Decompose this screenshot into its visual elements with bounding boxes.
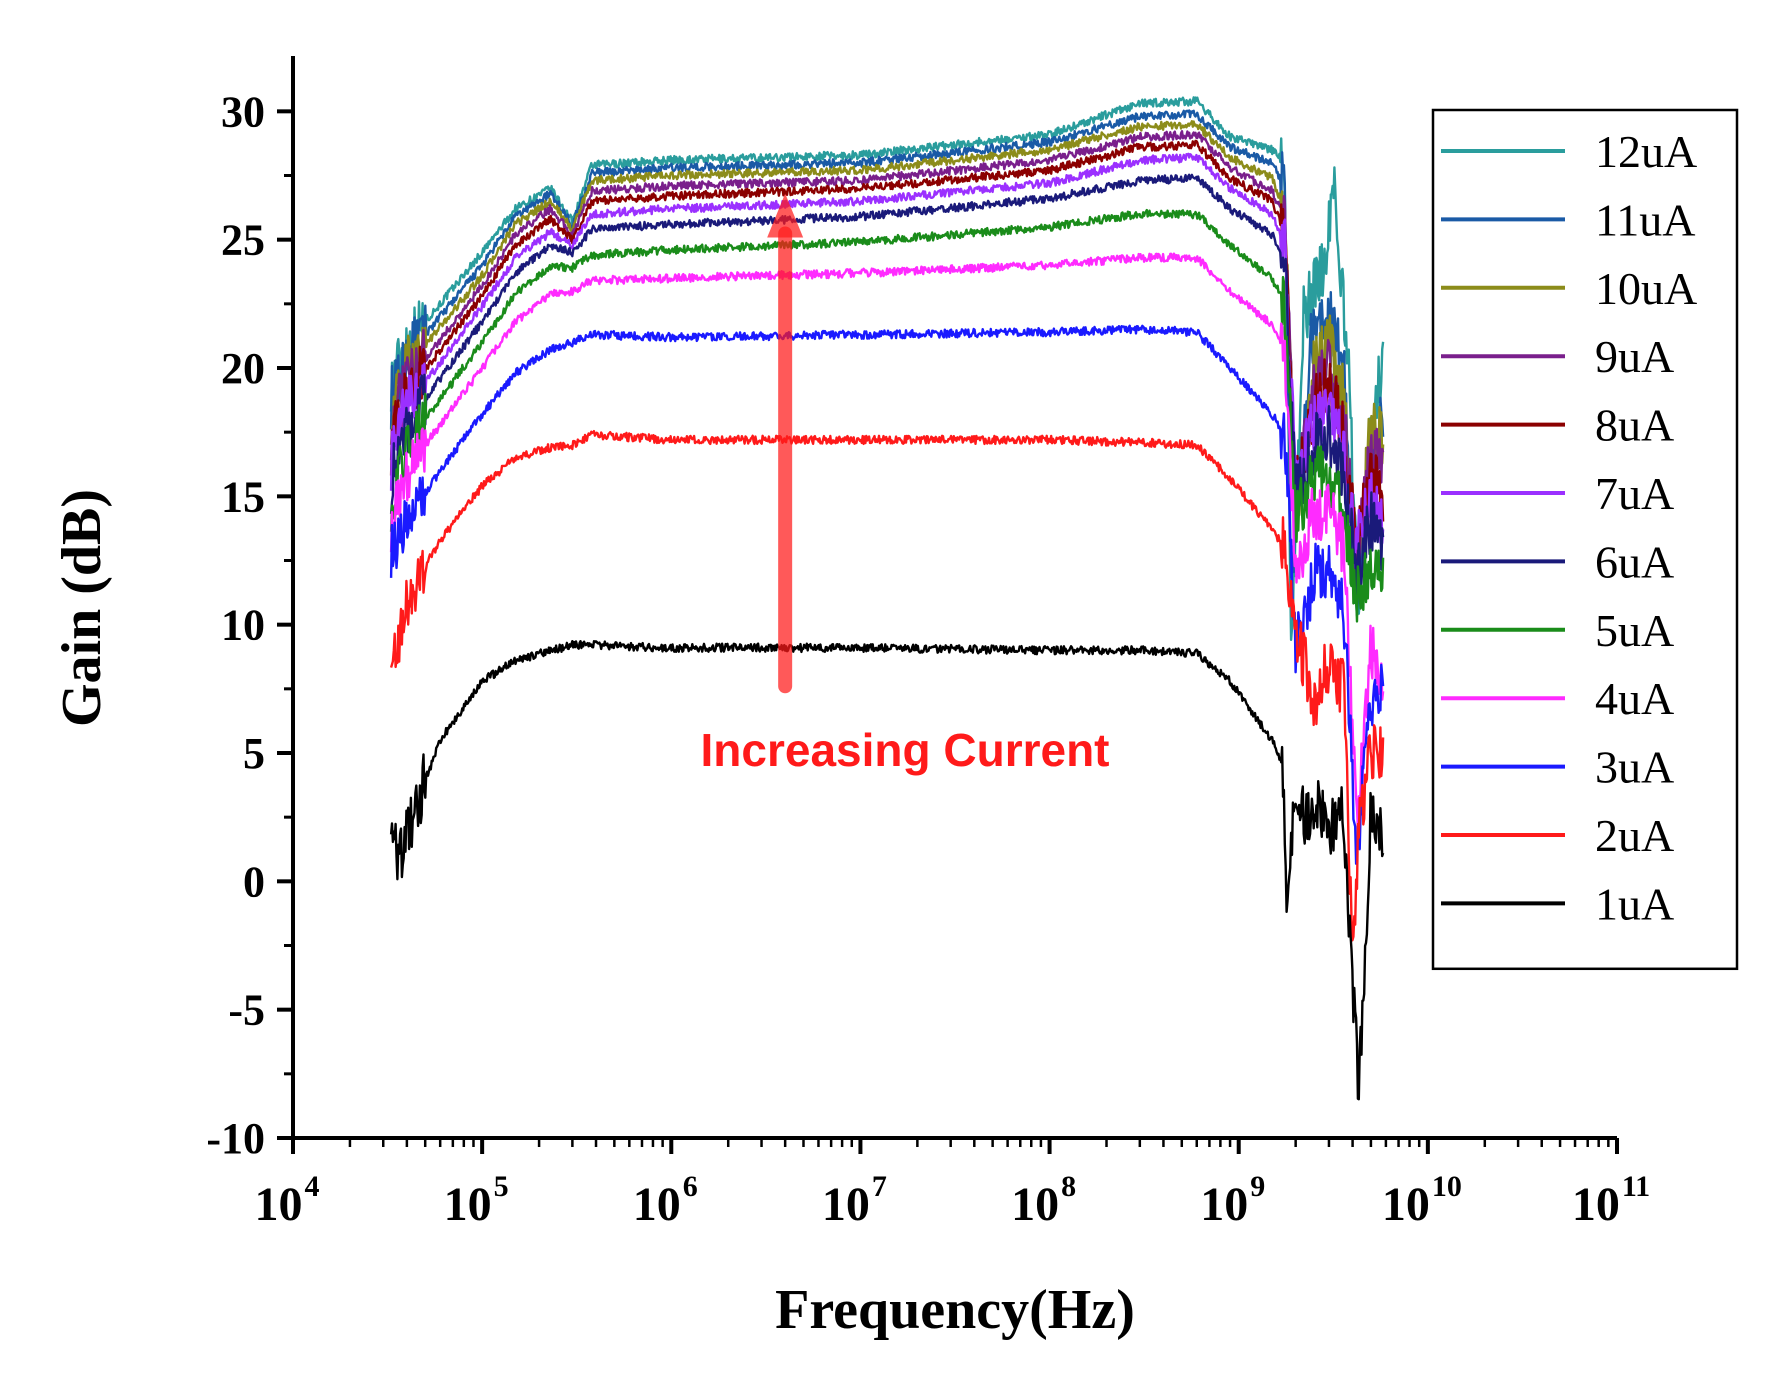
x-tick-label: 109 xyxy=(1200,1170,1265,1231)
y-tick-label: 20 xyxy=(221,344,265,393)
y-tick-label: 5 xyxy=(243,729,265,778)
annotation-label: Increasing Current xyxy=(701,724,1110,776)
series-line-7uA xyxy=(389,152,1385,569)
series-line-12uA xyxy=(389,96,1385,641)
legend-label-3uA: 3uA xyxy=(1595,742,1674,793)
series-line-8uA xyxy=(389,139,1385,569)
y-tick-label: 0 xyxy=(243,857,265,906)
legend-label-7uA: 7uA xyxy=(1595,468,1674,519)
series-line-2uA xyxy=(389,430,1385,942)
increasing-arrow-head xyxy=(767,193,804,238)
y-tick-label: 25 xyxy=(221,216,265,265)
series-line-3uA xyxy=(389,324,1385,865)
x-tick-label: 1011 xyxy=(1572,1170,1650,1231)
series-group xyxy=(389,96,1385,1101)
legend-group: 12uA 11uA 10uA 9uA 8uA 7uA 6uA 5uA 4uA 3uA 2uA 1uA xyxy=(1431,108,1739,971)
legend-label-5uA: 5uA xyxy=(1595,605,1674,656)
x-tick-exponent: 9 xyxy=(1250,1170,1265,1203)
legend-label-6uA: 6uA xyxy=(1595,536,1674,587)
y-tick-label: 10 xyxy=(221,601,265,650)
legend-label-2uA: 2uA xyxy=(1595,810,1674,861)
legend-box xyxy=(1431,108,1739,971)
x-tick-exponent: 8 xyxy=(1061,1170,1076,1203)
x-tick-exponent: 4 xyxy=(305,1170,320,1203)
legend-label-9uA: 9uA xyxy=(1595,331,1674,382)
x-tick-exponent: 7 xyxy=(872,1170,887,1203)
x-tick-label: 105 xyxy=(444,1170,509,1231)
series-line-1uA xyxy=(389,640,1385,1101)
x-tick-label: 107 xyxy=(822,1170,887,1231)
x-tick-label: 104 xyxy=(255,1170,320,1231)
x-tick-label: 108 xyxy=(1011,1170,1076,1231)
x-tick-exponent: 5 xyxy=(494,1170,509,1203)
legend-label-11uA: 11uA xyxy=(1595,194,1696,245)
x-tick-exponent: 6 xyxy=(683,1170,698,1203)
x-tick-label: 106 xyxy=(633,1170,698,1231)
x-tick-exponent: 11 xyxy=(1622,1170,1650,1203)
x-tick-exponent: 10 xyxy=(1432,1170,1462,1203)
y-tick-label: 15 xyxy=(221,472,265,521)
series-line-6uA xyxy=(389,173,1385,595)
y-tick-label: -5 xyxy=(228,986,265,1035)
legend-label-8uA: 8uA xyxy=(1595,400,1674,451)
y-tick-label: -10 xyxy=(206,1114,265,1163)
series-line-4uA xyxy=(389,252,1385,831)
series-line-10uA xyxy=(389,120,1385,577)
series-line-9uA xyxy=(389,130,1385,586)
x-axis-title: Frequency(Hz) xyxy=(775,1279,1135,1341)
legend-label-12uA: 12uA xyxy=(1595,126,1697,177)
legend-label-4uA: 4uA xyxy=(1595,673,1674,724)
legend-label-1uA: 1uA xyxy=(1595,878,1674,929)
annotation-group: Increasing Current xyxy=(701,193,1110,776)
series-line-5uA xyxy=(389,208,1385,623)
y-axis-title: Gain (dB) xyxy=(51,489,113,727)
series-line-11uA xyxy=(389,109,1385,617)
x-tick-label: 1010 xyxy=(1382,1170,1462,1231)
y-tick-label: 30 xyxy=(221,87,265,136)
legend-label-10uA: 10uA xyxy=(1595,263,1697,314)
